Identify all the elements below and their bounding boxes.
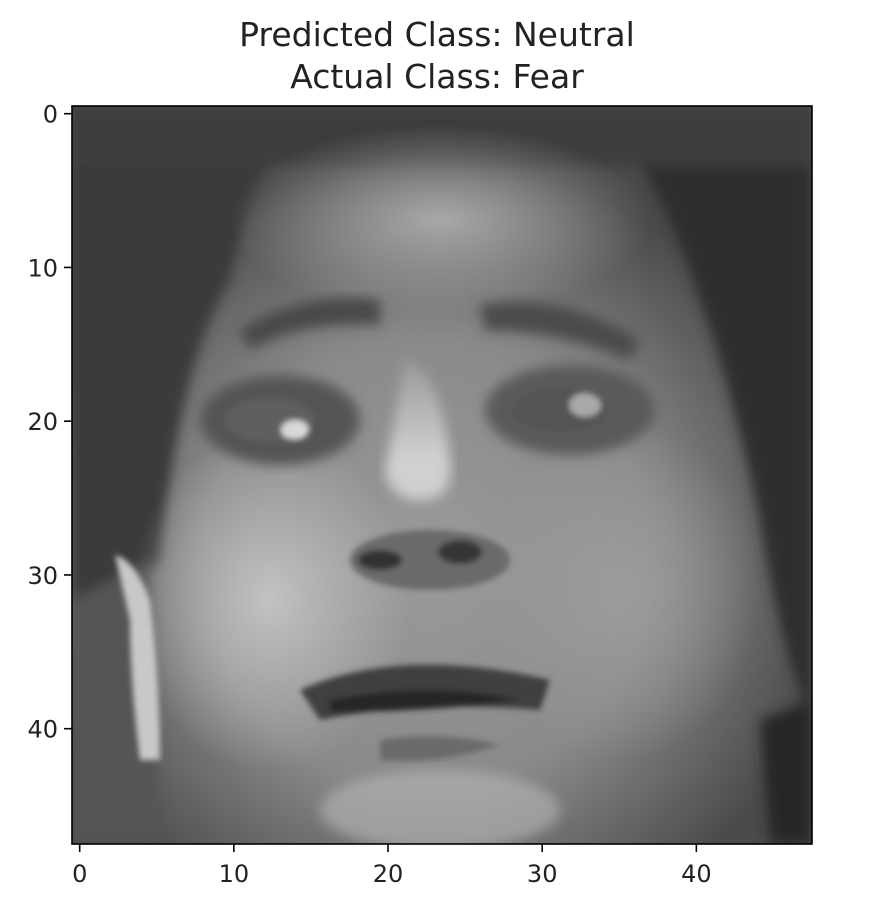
axes-frame bbox=[71, 105, 813, 845]
predicted-class-label: Predicted Class: Neutral bbox=[239, 15, 635, 54]
figure-title: Predicted Class: Neutral Actual Class: F… bbox=[0, 14, 874, 98]
face-image bbox=[72, 106, 812, 844]
y-tick-label: 40 bbox=[27, 716, 58, 744]
y-tick-label: 10 bbox=[27, 254, 58, 282]
x-tick-label: 40 bbox=[681, 860, 712, 888]
x-tick-label: 10 bbox=[219, 860, 250, 888]
x-axis: 0 10 20 30 40 bbox=[72, 844, 712, 888]
x-tick-label: 0 bbox=[72, 860, 87, 888]
actual-class-label: Actual Class: Fear bbox=[290, 57, 584, 96]
y-axis: 0 10 20 30 40 bbox=[27, 101, 72, 744]
y-tick-label: 30 bbox=[27, 562, 58, 590]
x-tick-label: 30 bbox=[527, 860, 558, 888]
y-tick-label: 20 bbox=[27, 408, 58, 436]
y-tick-label: 0 bbox=[43, 101, 58, 129]
x-tick-label: 20 bbox=[373, 860, 404, 888]
